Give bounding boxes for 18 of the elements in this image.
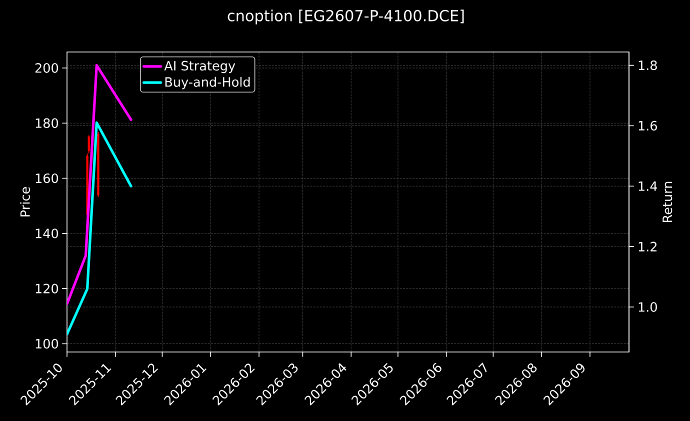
y2-axis-title: Return (662, 182, 672, 222)
y-tick-label: 140 (36, 228, 58, 238)
line-series (67, 121, 132, 336)
y2-tick-label: 1.6 (638, 120, 657, 131)
legend-label: Buy-and-Hold (165, 76, 250, 90)
y2-tick-label: 1.4 (638, 181, 658, 191)
chart-title: cnoption [EG2607-P-4100.DCE] (228, 10, 464, 24)
y-tick-label: 120 (36, 284, 58, 294)
y-tick-label: 180 (36, 118, 58, 128)
line-series (67, 64, 132, 306)
y-axis-title: Price (20, 187, 30, 216)
y-tick-label: 100 (36, 338, 58, 349)
y2-tick-label: 1.2 (638, 242, 656, 252)
y-tick-label: 160 (36, 173, 58, 184)
y2-tick-label: 1.8 (638, 60, 657, 70)
y2-tick-label: 1.0 (638, 302, 657, 312)
y-tick-label: 200 (35, 63, 58, 73)
legend-label: AI Strategy (164, 60, 236, 74)
